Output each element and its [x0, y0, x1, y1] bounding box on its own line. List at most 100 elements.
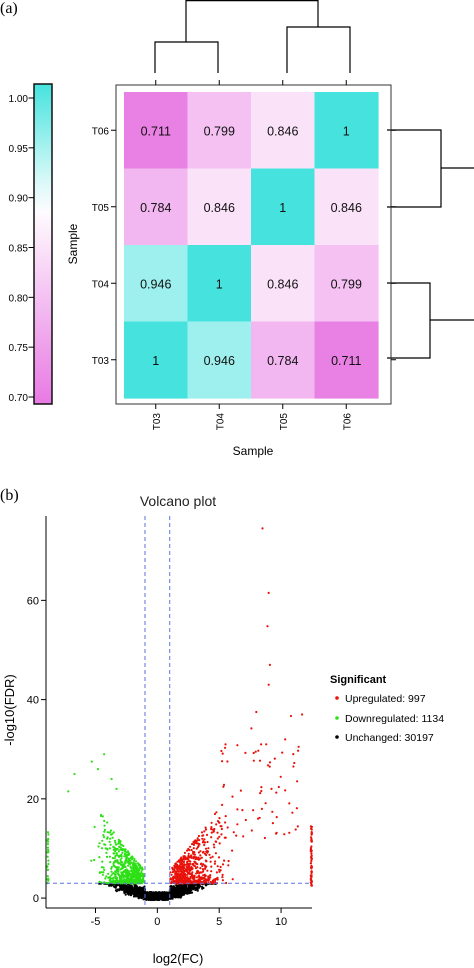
downregulated-point [120, 843, 123, 847]
unchanged-point [119, 887, 122, 890]
downregulated-point [116, 861, 120, 864]
downregulated-point [130, 873, 133, 877]
upregulated-point [203, 838, 206, 841]
downregulated-point [113, 847, 116, 850]
volcano-points [46, 527, 313, 902]
volcano-y-axis-title: -log10(FDR) [2, 674, 17, 746]
upregulated-point [195, 880, 198, 883]
downregulated-point [113, 873, 117, 876]
unchanged-point [170, 887, 173, 890]
unchanged-point [124, 884, 127, 887]
downregulated-point [136, 869, 139, 872]
downregulated-point [106, 836, 109, 839]
downregulated-point [134, 865, 137, 868]
upregulated-point [211, 855, 214, 858]
downregulated-point [119, 882, 122, 885]
upregulated-point [224, 821, 227, 824]
upregulated-point [195, 856, 198, 859]
unchanged-point [145, 897, 148, 900]
upregulated-point [199, 850, 202, 853]
heatmap-cell [124, 92, 189, 170]
downregulated-point [47, 838, 50, 841]
threshold-lines [46, 516, 312, 908]
downregulated-outlier [115, 787, 118, 791]
unchanged-point [136, 891, 139, 894]
upregulated-point [205, 833, 209, 837]
unchanged-point [140, 896, 143, 900]
downregulated-point [115, 843, 118, 846]
unchanged-point [143, 891, 146, 894]
upregulated-point [216, 837, 219, 840]
downregulated-point [117, 866, 120, 869]
upregulated-point [221, 803, 224, 807]
upregulated-point [173, 875, 176, 878]
heatmap-cell [251, 168, 316, 246]
unchanged-point [137, 897, 140, 900]
downregulated-point [47, 851, 50, 854]
upregulated-point [193, 853, 196, 856]
upregulated-point [210, 870, 213, 873]
upregulated-point [275, 791, 278, 794]
heatmap-y-tick-label: T06 [92, 126, 110, 137]
unchanged-point [188, 884, 191, 887]
legend-label-downregulated: Downregulated: 1134 [345, 713, 444, 725]
downregulated-point [110, 867, 113, 870]
upregulated-point [293, 761, 296, 765]
downregulated-point [110, 880, 113, 884]
upregulated-point [189, 845, 192, 848]
upregulated-point [196, 846, 199, 849]
downregulated-point [100, 847, 104, 850]
downregulated-point [112, 872, 115, 875]
upregulated-point [219, 869, 222, 872]
downregulated-point [103, 830, 106, 833]
unchanged-point [134, 891, 137, 894]
heatmap-cell [314, 245, 379, 323]
downregulated-point [46, 875, 49, 878]
heatmap-cell-label: 0.799 [331, 277, 362, 291]
color-bar-tick-label: 0.85 [9, 244, 29, 255]
upregulated-point [202, 863, 205, 866]
upregulated-point [220, 833, 223, 836]
unchanged-point [141, 893, 144, 896]
downregulated-outlier [103, 753, 106, 756]
downregulated-point [137, 869, 141, 872]
upregulated-point [198, 872, 201, 875]
downregulated-point [123, 865, 126, 869]
downregulated-point [135, 878, 138, 881]
unchanged-point [196, 889, 199, 892]
volcano-legend: Significant Upregulated: 997 Downregulat… [330, 674, 444, 744]
upregulated-point [310, 855, 313, 858]
upregulated-point [188, 868, 191, 871]
downregulated-point [114, 875, 117, 878]
volcano-x-axis-title: log2(FC) [153, 951, 204, 966]
downregulated-point [142, 877, 145, 880]
downregulated-point [127, 854, 130, 857]
heatmap-cell-label: 0.946 [204, 354, 235, 368]
downregulated-point [46, 865, 49, 868]
upregulated-point [231, 849, 234, 852]
upregulated-point [266, 764, 270, 767]
downregulated-point [133, 869, 136, 872]
upregulated-point [217, 821, 221, 824]
legend-item-downregulated: Downregulated: 1134 [335, 713, 444, 725]
downregulated-point [134, 860, 138, 863]
unchanged-point [187, 892, 190, 895]
unchanged-point [190, 889, 193, 892]
upregulated-point [309, 877, 312, 881]
downregulated-point [129, 865, 132, 868]
upregulated-point [185, 865, 188, 868]
heatmap-cell [314, 92, 379, 170]
upregulated-point [254, 750, 257, 753]
downregulated-point [118, 845, 121, 849]
upregulated-outlier [289, 714, 293, 718]
upregulated-point [224, 743, 227, 746]
upregulated-point [184, 882, 187, 885]
upregulated-point [204, 859, 207, 862]
upregulated-point [221, 876, 224, 879]
color-bar: 1.00 0.95 0.90 0.85 0.80 0.75 0.70 [9, 83, 53, 405]
upregulated-point [203, 864, 206, 867]
upregulated-point [176, 881, 179, 884]
upregulated-point [180, 875, 183, 878]
downregulated-point [120, 874, 123, 877]
upregulated-point [191, 871, 194, 874]
